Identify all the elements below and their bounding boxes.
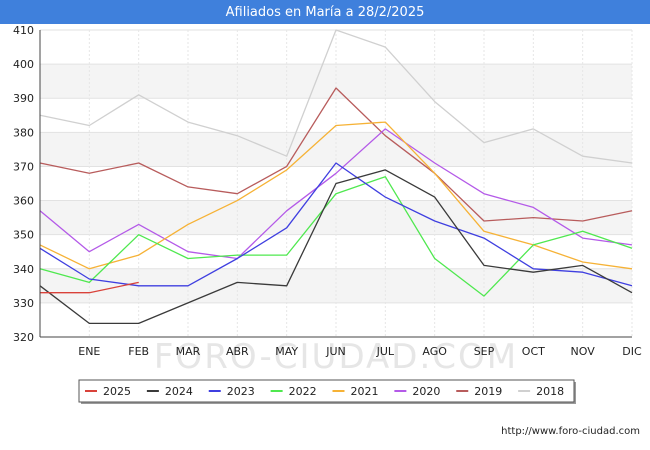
chart-title: Afiliados en María a 28/2/2025 (0, 0, 650, 24)
series-line-2020 (39, 128, 633, 260)
x-tick-label: JUL (376, 345, 395, 358)
legend-label-2018: 2018 (536, 385, 564, 398)
legend-label-2022: 2022 (289, 385, 317, 398)
y-tick-label: 380 (13, 126, 34, 139)
grid-band (40, 268, 632, 303)
y-tick-label: 390 (13, 92, 34, 105)
x-tick-label: ENE (78, 345, 100, 358)
series-line-2018 (39, 29, 633, 164)
series-line-2019 (39, 87, 633, 222)
y-tick-label: 350 (13, 229, 34, 242)
y-tick-label: 410 (13, 24, 34, 37)
legend-label-2020: 2020 (412, 385, 440, 398)
series-line-2022 (39, 176, 633, 297)
grid-band (40, 64, 632, 99)
legend-label-2024: 2024 (165, 385, 193, 398)
series-line-2023 (39, 162, 633, 287)
y-tick-label: 360 (13, 195, 34, 208)
y-tick-label: 370 (13, 160, 34, 173)
y-tick-label: 400 (13, 58, 34, 71)
y-tick-label: 330 (13, 297, 34, 310)
legend-label-2021: 2021 (351, 385, 379, 398)
y-tick-label: 320 (13, 331, 34, 344)
source-url: http://www.foro-ciudad.com (501, 426, 640, 437)
legend-label-2019: 2019 (474, 385, 502, 398)
legend-label-2023: 2023 (227, 385, 255, 398)
x-tick-label: DIC (622, 345, 642, 358)
x-tick-label: AGO (422, 345, 447, 358)
x-tick-label: SEP (474, 345, 495, 358)
x-tick-label: FEB (128, 345, 149, 358)
legend: 2025 2024 2023 2022 2021 2020 2019 2018 (78, 379, 576, 404)
x-tick-label: MAR (176, 345, 201, 358)
watermark: FORO-CIUDAD.COM (154, 337, 518, 377)
x-tick-label: ABR (226, 345, 249, 358)
grid-band (40, 132, 632, 167)
series-lines (39, 29, 633, 325)
y-tick-label: 340 (13, 263, 34, 276)
x-tick-label: NOV (571, 345, 596, 358)
series-line-2025 (40, 281, 139, 294)
x-tick-label: JUN (325, 345, 346, 358)
axes: 320 330 340 350 360 370 380 390 400 410 ENE FEB MAR A… (13, 24, 642, 358)
series-line-2024 (39, 169, 633, 325)
x-tick-label: MAY (275, 345, 298, 358)
legend-box (78, 379, 575, 403)
x-tick-label: OCT (522, 345, 545, 358)
legend-label-2025: 2025 (103, 385, 131, 398)
